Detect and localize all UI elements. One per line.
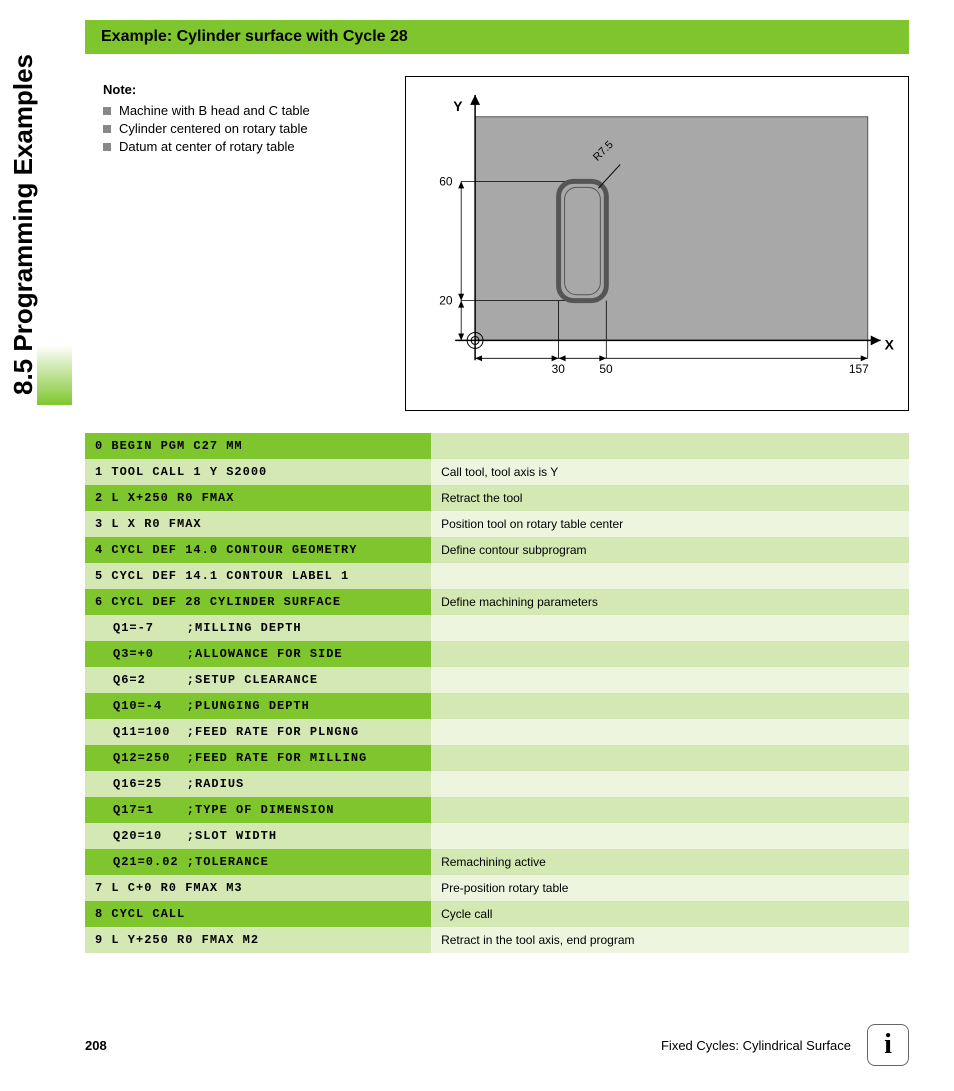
desc-cell (431, 641, 909, 667)
code-cell: 8 CYCL CALL (85, 901, 431, 927)
table-row: Q10=-4 ;PLUNGING DEPTH (85, 693, 909, 719)
code-cell: 4 CYCL DEF 14.0 CONTOUR GEOMETRY (85, 537, 431, 563)
side-title: 8.5 Programming Examples (8, 54, 39, 395)
info-icon: i (867, 1024, 909, 1066)
code-cell: Q16=25 ;RADIUS (85, 771, 431, 797)
svg-text:50: 50 (599, 362, 613, 376)
table-row: Q1=-7 ;MILLING DEPTH (85, 615, 909, 641)
code-cell: 1 TOOL CALL 1 Y S2000 (85, 459, 431, 485)
desc-cell (431, 719, 909, 745)
code-cell: Q17=1 ;TYPE OF DIMENSION (85, 797, 431, 823)
code-table: 0 BEGIN PGM C27 MM1 TOOL CALL 1 Y S2000C… (85, 433, 909, 953)
code-cell: Q12=250 ;FEED RATE FOR MILLING (85, 745, 431, 771)
svg-text:30: 30 (552, 362, 566, 376)
table-row: Q11=100 ;FEED RATE FOR PLNGNG (85, 719, 909, 745)
code-cell: Q3=+0 ;ALLOWANCE FOR SIDE (85, 641, 431, 667)
table-row: 2 L X+250 R0 FMAXRetract the tool (85, 485, 909, 511)
list-item: Datum at center of rotary table (103, 139, 385, 154)
svg-text:Y: Y (453, 98, 463, 114)
svg-text:60: 60 (439, 174, 453, 188)
table-row: Q16=25 ;RADIUS (85, 771, 909, 797)
table-row: 9 L Y+250 R0 FMAX M2Retract in the tool … (85, 927, 909, 953)
desc-cell (431, 745, 909, 771)
desc-cell: Remachining active (431, 849, 909, 875)
desc-cell: Retract in the tool axis, end program (431, 927, 909, 953)
page-footer: 208 Fixed Cycles: Cylindrical Surface i (85, 1024, 909, 1066)
side-gradient (37, 345, 72, 405)
table-row: 0 BEGIN PGM C27 MM (85, 433, 909, 459)
desc-cell: Pre-position rotary table (431, 875, 909, 901)
desc-cell (431, 615, 909, 641)
svg-text:X: X (885, 336, 895, 352)
desc-cell (431, 693, 909, 719)
code-cell: 7 L C+0 R0 FMAX M3 (85, 875, 431, 901)
table-row: Q21=0.02 ;TOLERANCERemachining active (85, 849, 909, 875)
table-row: 6 CYCL DEF 28 CYLINDER SURFACEDefine mac… (85, 589, 909, 615)
list-item: Machine with B head and C table (103, 103, 385, 118)
code-cell: Q6=2 ;SETUP CLEARANCE (85, 667, 431, 693)
desc-cell (431, 797, 909, 823)
desc-cell (431, 771, 909, 797)
table-row: 1 TOOL CALL 1 Y S2000Call tool, tool axi… (85, 459, 909, 485)
table-row: 8 CYCL CALLCycle call (85, 901, 909, 927)
code-cell: 5 CYCL DEF 14.1 CONTOUR LABEL 1 (85, 563, 431, 589)
desc-cell (431, 433, 909, 459)
table-row: Q12=250 ;FEED RATE FOR MILLING (85, 745, 909, 771)
table-row: Q6=2 ;SETUP CLEARANCE (85, 667, 909, 693)
code-cell: Q11=100 ;FEED RATE FOR PLNGNG (85, 719, 431, 745)
technical-diagram: X Y R7.5 (405, 76, 909, 411)
desc-cell: Position tool on rotary table center (431, 511, 909, 537)
bullet-icon (103, 143, 111, 151)
example-banner: Example: Cylinder surface with Cycle 28 (85, 20, 909, 54)
table-row: 3 L X R0 FMAXPosition tool on rotary tab… (85, 511, 909, 537)
svg-text:157: 157 (849, 362, 869, 376)
bullet-icon (103, 125, 111, 133)
desc-cell: Define contour subprogram (431, 537, 909, 563)
note-label: Note: (103, 82, 385, 97)
bullet-icon (103, 107, 111, 115)
desc-cell (431, 823, 909, 849)
code-cell: 2 L X+250 R0 FMAX (85, 485, 431, 511)
desc-cell (431, 667, 909, 693)
desc-cell: Cycle call (431, 901, 909, 927)
banner-title: Example: Cylinder surface with Cycle 28 (101, 28, 893, 46)
table-row: 7 L C+0 R0 FMAX M3Pre-position rotary ta… (85, 875, 909, 901)
page-number: 208 (85, 1038, 107, 1053)
section-label: Fixed Cycles: Cylindrical Surface (661, 1038, 851, 1053)
code-cell: 6 CYCL DEF 28 CYLINDER SURFACE (85, 589, 431, 615)
note-list: Machine with B head and C table Cylinder… (103, 103, 385, 154)
desc-cell (431, 563, 909, 589)
code-cell: Q10=-4 ;PLUNGING DEPTH (85, 693, 431, 719)
list-item: Cylinder centered on rotary table (103, 121, 385, 136)
table-row: Q17=1 ;TYPE OF DIMENSION (85, 797, 909, 823)
code-cell: Q20=10 ;SLOT WIDTH (85, 823, 431, 849)
desc-cell: Define machining parameters (431, 589, 909, 615)
code-cell: 3 L X R0 FMAX (85, 511, 431, 537)
code-cell: Q1=-7 ;MILLING DEPTH (85, 615, 431, 641)
table-row: Q20=10 ;SLOT WIDTH (85, 823, 909, 849)
desc-cell: Retract the tool (431, 485, 909, 511)
code-cell: 9 L Y+250 R0 FMAX M2 (85, 927, 431, 953)
desc-cell: Call tool, tool axis is Y (431, 459, 909, 485)
table-row: Q3=+0 ;ALLOWANCE FOR SIDE (85, 641, 909, 667)
code-cell: Q21=0.02 ;TOLERANCE (85, 849, 431, 875)
table-row: 5 CYCL DEF 14.1 CONTOUR LABEL 1 (85, 563, 909, 589)
svg-text:20: 20 (439, 294, 453, 308)
table-row: 4 CYCL DEF 14.0 CONTOUR GEOMETRYDefine c… (85, 537, 909, 563)
code-cell: 0 BEGIN PGM C27 MM (85, 433, 431, 459)
